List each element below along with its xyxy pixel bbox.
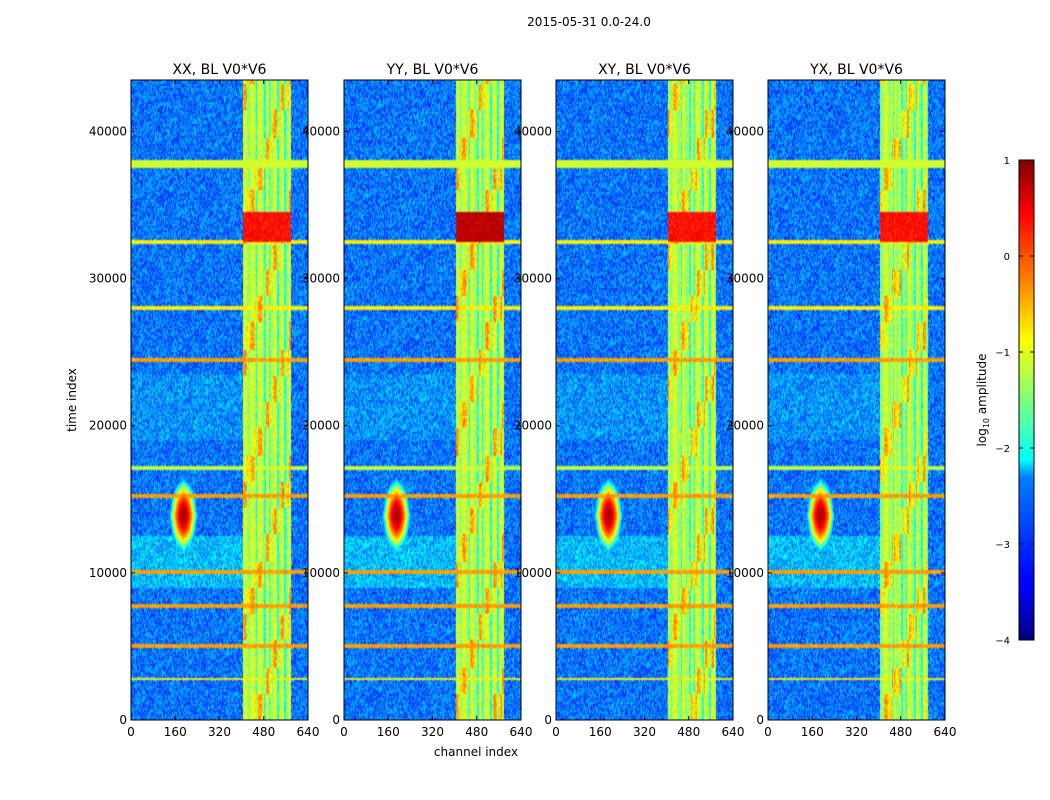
- colorbar-gradient: [1018, 159, 1035, 641]
- y-tick-label: 40000: [302, 124, 340, 138]
- panel-xy: XY, BL V0*V6 0 160 320 480 640 0 10000 20000 3000…: [514, 62, 745, 739]
- x-tick-label: 160: [377, 725, 400, 739]
- y-tick-label: 20000: [89, 419, 127, 433]
- panel-title: XX, BL V0*V6: [173, 62, 267, 78]
- panel-xx: XX, BL V0*V6 0 160 320 480 640 0 10000 20000 3000…: [89, 62, 320, 739]
- x-tick-label: 640: [934, 725, 957, 739]
- heatmap-image-yy: [344, 80, 521, 720]
- x-tick-label: 480: [465, 725, 488, 739]
- y-tick-label: 30000: [89, 272, 127, 286]
- x-tick-label: 0: [127, 725, 135, 739]
- y-tick-label: 20000: [302, 419, 340, 433]
- colorbar-tick-label: 1: [1004, 156, 1010, 167]
- y-tick-label: 40000: [89, 124, 127, 138]
- colorbar-tick-label: −3: [995, 540, 1010, 551]
- x-tick-label: 160: [589, 725, 612, 739]
- y-tick-label: 10000: [89, 566, 127, 580]
- x-tick-label: 640: [297, 725, 320, 739]
- figure-suptitle: 2015-05-31 0.0-24.0: [527, 15, 651, 29]
- x-tick-label: 480: [252, 725, 275, 739]
- panel-yx: YX, BL V0*V6 0 160 320 480 640 0 10000 20000 3000…: [726, 62, 957, 739]
- colorbar-label-subscript: 10: [982, 418, 991, 428]
- panel-title: YX, BL V0*V6: [809, 62, 903, 78]
- panel-title: XY, BL V0*V6: [598, 62, 691, 78]
- colorbar-tick-label: −2: [995, 444, 1010, 455]
- colorbar: 10−1−2−3−4 log10 amplitude: [975, 156, 1035, 647]
- y-tick-label: 10000: [726, 566, 764, 580]
- y-tick-label: 0: [756, 713, 764, 727]
- y-tick-label: 20000: [726, 419, 764, 433]
- heatmap-image-xy: [556, 80, 733, 720]
- y-tick-label: 0: [119, 713, 127, 727]
- x-tick-label: 480: [889, 725, 912, 739]
- x-tick-label: 0: [764, 725, 772, 739]
- panel-title: YY, BL V0*V6: [386, 62, 479, 78]
- x-tick-label: 320: [633, 725, 656, 739]
- panel-yy: YY, BL V0*V6 0 160 320 480 640 0 10000 20000 3000…: [302, 62, 533, 739]
- colorbar-tick-label: −1: [995, 348, 1010, 359]
- y-tick-label: 40000: [726, 124, 764, 138]
- y-tick-label: 40000: [514, 124, 552, 138]
- colorbar-label-log: log: [975, 428, 989, 446]
- x-axis-label: channel index: [434, 745, 518, 759]
- x-tick-label: 160: [164, 725, 187, 739]
- x-tick-label: 320: [421, 725, 444, 739]
- y-tick-label: 0: [544, 713, 552, 727]
- y-tick-label: 10000: [302, 566, 340, 580]
- colorbar-label: log10 amplitude: [975, 354, 991, 447]
- x-tick-label: 160: [801, 725, 824, 739]
- x-tick-label: 320: [208, 725, 231, 739]
- y-axis-label: time index: [65, 368, 79, 432]
- x-tick-label: 640: [722, 725, 745, 739]
- colorbar-ticks: 1 0 −1 −2 −3 −4: [995, 156, 1034, 647]
- x-tick-label: 0: [340, 725, 348, 739]
- colorbar-label-rest: amplitude: [975, 354, 989, 418]
- y-tick-label: 30000: [514, 272, 552, 286]
- y-tick-label: 0: [332, 713, 340, 727]
- y-tick-label: 30000: [302, 272, 340, 286]
- x-tick-label: 0: [552, 725, 560, 739]
- colorbar-tick-label: −4: [995, 636, 1010, 647]
- heatmap-image-yx: [768, 80, 945, 720]
- y-tick-label: 30000: [726, 272, 764, 286]
- x-tick-label: 320: [845, 725, 868, 739]
- x-tick-label: 640: [510, 725, 533, 739]
- panels-group: XX, BL V0*V6 0 160 320 480 640 0 10000 20000 3000…: [89, 62, 957, 739]
- y-tick-label: 20000: [514, 419, 552, 433]
- colorbar-tick-label: 0: [1004, 252, 1010, 263]
- x-tick-label: 480: [677, 725, 700, 739]
- heatmap-image-xx: [131, 80, 308, 720]
- y-tick-label: 10000: [514, 566, 552, 580]
